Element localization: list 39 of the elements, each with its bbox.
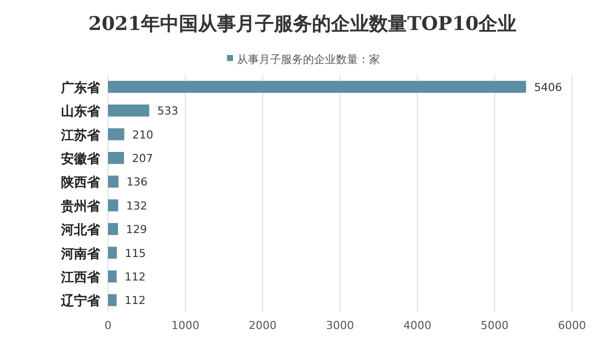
bar — [108, 176, 119, 188]
x-tick-label: 4000 — [403, 319, 432, 332]
x-tick-label: 6000 — [558, 319, 586, 332]
bar — [108, 80, 526, 93]
y-tick-label: 陕西省 — [61, 176, 101, 191]
bar — [108, 270, 117, 282]
data-label: 129 — [126, 223, 147, 236]
bar — [108, 128, 124, 140]
chart-title: 2021年中国从事月子服务的企业数量TOP10企业 — [88, 13, 517, 35]
y-tick-label: 贵州省 — [60, 198, 101, 214]
x-tick-label: 1000 — [171, 319, 200, 332]
y-tick-label: 河南省 — [60, 246, 101, 262]
bar — [108, 246, 117, 259]
data-label: 210 — [132, 128, 154, 142]
data-label: 533 — [157, 104, 178, 118]
bar — [108, 199, 118, 212]
y-tick-label: 河北省 — [60, 223, 101, 238]
y-tick-label: 安徽省 — [61, 150, 101, 167]
data-label: 112 — [124, 294, 146, 308]
y-tick-label: 广东省 — [60, 80, 101, 96]
bar — [108, 223, 118, 236]
y-tick-label: 山东省 — [61, 104, 101, 120]
bar — [108, 152, 124, 164]
bar — [108, 294, 117, 306]
y-tick-label: 江苏省 — [60, 128, 101, 144]
y-tick-label: 辽宁省 — [60, 293, 101, 310]
x-tick-label: 3000 — [326, 319, 354, 332]
data-label: 207 — [132, 152, 154, 165]
data-label: 132 — [126, 199, 148, 212]
legend-label: 从事月子服务的企业数量：家 — [237, 53, 380, 66]
data-label: 115 — [124, 246, 146, 260]
data-label: 112 — [124, 270, 146, 284]
x-tick-label: 0 — [104, 319, 112, 332]
x-tick-label: 5000 — [480, 319, 509, 332]
data-label: 5406 — [534, 80, 562, 94]
x-tick-label: 2000 — [248, 319, 277, 332]
y-tick-label: 江西省 — [60, 270, 101, 286]
bar — [108, 104, 150, 117]
data-label: 136 — [126, 176, 148, 189]
